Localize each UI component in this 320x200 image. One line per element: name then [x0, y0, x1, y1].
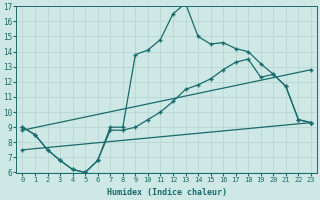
X-axis label: Humidex (Indice chaleur): Humidex (Indice chaleur): [107, 188, 227, 197]
